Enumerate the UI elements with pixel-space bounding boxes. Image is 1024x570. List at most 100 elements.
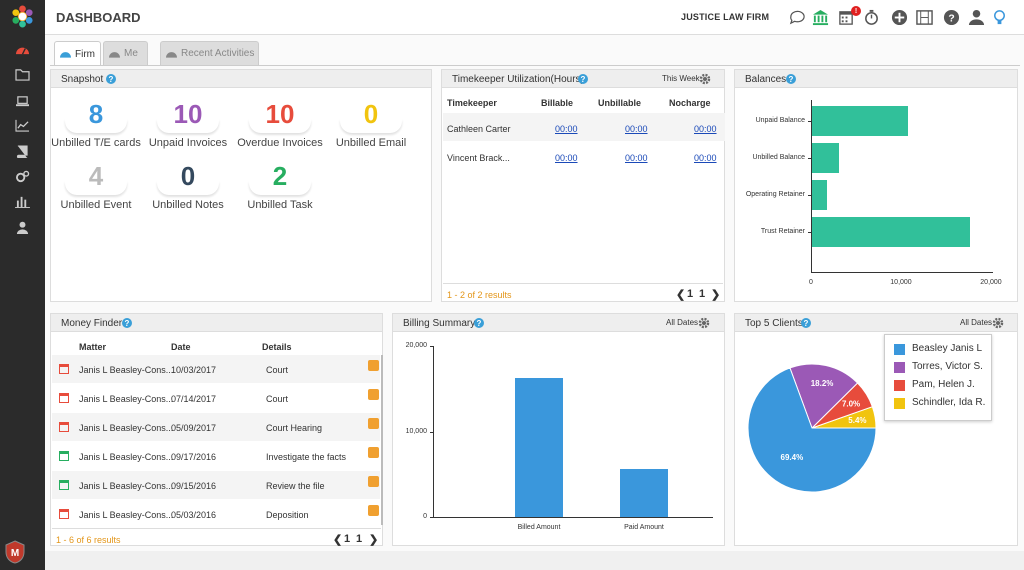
laptop-icon[interactable] <box>14 94 31 108</box>
category-label: Operating Retainer <box>745 191 805 198</box>
gear-icon[interactable] <box>698 317 710 329</box>
slice-label: 69.4% <box>781 453 804 462</box>
help-icon[interactable]: ? <box>474 318 484 328</box>
plus-circle-icon[interactable] <box>890 8 908 26</box>
pie-legend: Beasley Janis L Torres, Victor S. Pam, Hel… <box>884 334 992 421</box>
matter-name[interactable]: Janis L Beasley-Cons... <box>79 510 174 520</box>
edit-icon[interactable] <box>368 447 379 458</box>
firm-name[interactable]: JUSTICE LAW FIRM <box>681 12 770 22</box>
tab-firm[interactable]: Firm <box>54 41 101 66</box>
billing-bar[interactable] <box>620 469 668 517</box>
calendar-icon[interactable] <box>837 8 855 26</box>
billable-link[interactable]: 00:00 <box>555 153 578 163</box>
edit-icon[interactable] <box>368 389 379 400</box>
pager-page[interactable]: 1 <box>687 288 694 300</box>
snapshot-value[interactable]: 10 <box>265 99 295 129</box>
gear-icon[interactable] <box>992 317 1004 329</box>
pager-page[interactable]: 1 <box>344 533 351 545</box>
period-selector[interactable]: This Week <box>662 74 700 83</box>
nocharge-link[interactable]: 00:00 <box>694 153 717 163</box>
snapshot-value[interactable]: 10 <box>173 99 203 129</box>
unbillable-link[interactable]: 00:00 <box>625 124 648 134</box>
pager-prev[interactable]: ❮ <box>333 534 343 546</box>
table-row[interactable] <box>52 500 380 528</box>
table-row[interactable] <box>52 355 380 383</box>
help-icon[interactable]: ? <box>801 318 811 328</box>
matter-name[interactable]: Janis L Beasley-Cons... <box>79 394 174 404</box>
matter-details: Court <box>266 365 289 375</box>
nocharge-link[interactable]: 00:00 <box>694 124 717 134</box>
results-count: 1 - 2 of 2 results <box>447 290 512 300</box>
mcafee-shield-icon[interactable]: M <box>4 540 26 564</box>
edit-icon[interactable] <box>368 360 379 371</box>
bar-chart-icon[interactable] <box>14 194 31 208</box>
billing-bar[interactable] <box>515 378 563 517</box>
period-selector[interactable]: All Dates <box>666 318 699 327</box>
balance-bar[interactable] <box>812 106 909 136</box>
snapshot-value[interactable]: 8 <box>88 99 104 129</box>
user-icon[interactable] <box>14 220 31 234</box>
col-header: Unbillable <box>598 98 642 108</box>
tab-recent-activities[interactable]: Recent Activities <box>160 41 259 65</box>
category-label: Trust Retainer <box>760 228 805 235</box>
pager-prev[interactable]: ❮ <box>676 289 686 301</box>
balance-bar[interactable] <box>812 143 839 173</box>
matter-details: Court <box>266 394 289 404</box>
dashboard-icon[interactable] <box>14 42 31 56</box>
table-row[interactable] <box>52 471 380 499</box>
calendar-red-icon <box>59 422 69 432</box>
balance-bar[interactable] <box>812 180 828 210</box>
billable-link[interactable]: 00:00 <box>555 124 578 134</box>
snapshot-value[interactable]: 0 <box>363 99 379 129</box>
snapshot-value[interactable]: 2 <box>272 161 288 191</box>
dashboard-icon <box>166 52 177 58</box>
help-circle-icon[interactable]: ? <box>942 8 960 26</box>
table-row[interactable] <box>52 384 380 412</box>
matter-name[interactable]: Janis L Beasley-Cons... <box>79 423 174 433</box>
scrollbar[interactable] <box>381 355 383 525</box>
pager-next[interactable]: ❯ <box>369 534 379 546</box>
tab-me[interactable]: Me <box>103 41 148 65</box>
matter-name[interactable]: Janis L Beasley-Cons... <box>79 365 174 375</box>
legend-swatch <box>894 344 905 355</box>
user-profile-icon[interactable] <box>967 8 985 26</box>
pager-next[interactable]: ❯ <box>711 289 721 301</box>
edit-icon[interactable] <box>368 505 379 516</box>
legend-label: Pam, Helen J. <box>912 379 975 390</box>
panel-header: Money Finder ? <box>51 314 382 332</box>
snapshot-value[interactable]: 0 <box>180 161 196 191</box>
help-icon[interactable]: ? <box>122 318 132 328</box>
y-tick-label: 20,000 <box>405 342 427 349</box>
snapshot-label: Overdue Invoices <box>237 137 323 149</box>
snapshot-value[interactable]: 4 <box>88 161 104 191</box>
billing-summary-panel: Billing Summary ? All Dates 20,000 10,000… <box>392 313 725 546</box>
lightbulb-icon[interactable] <box>990 8 1008 26</box>
matter-details: Investigate the facts <box>266 452 347 462</box>
balance-bar[interactable] <box>812 217 970 247</box>
unbillable-link[interactable]: 00:00 <box>625 153 648 163</box>
pie-slice[interactable] <box>747 367 877 493</box>
timekeeper-panel: Timekeeper Utilization(Hours) ? This Wee… <box>441 69 725 302</box>
period-selector[interactable]: All Dates <box>960 318 993 327</box>
gears-icon[interactable] <box>14 169 31 183</box>
gear-icon[interactable] <box>699 73 711 85</box>
help-icon[interactable]: ? <box>786 74 796 84</box>
chart-line-icon[interactable] <box>14 118 31 132</box>
edit-icon[interactable] <box>368 418 379 429</box>
app-logo-icon[interactable] <box>11 5 34 28</box>
help-icon[interactable]: ? <box>106 74 116 84</box>
folder-icon[interactable] <box>14 67 31 81</box>
stopwatch-icon[interactable] <box>862 8 880 26</box>
table-row[interactable] <box>52 442 380 470</box>
matter-name[interactable]: Janis L Beasley-Cons... <box>79 452 174 462</box>
help-icon[interactable]: ? <box>578 74 588 84</box>
table-row[interactable] <box>52 413 380 441</box>
bank-icon[interactable] <box>811 8 829 26</box>
pie-slice[interactable] <box>789 363 859 429</box>
matter-name[interactable]: Janis L Beasley-Cons... <box>79 481 174 491</box>
book-icon[interactable] <box>14 144 31 158</box>
chat-icon[interactable] <box>788 8 806 26</box>
edit-icon[interactable] <box>368 476 379 487</box>
film-icon[interactable] <box>915 8 933 26</box>
x-tick-label: 20,000 <box>980 279 1002 286</box>
